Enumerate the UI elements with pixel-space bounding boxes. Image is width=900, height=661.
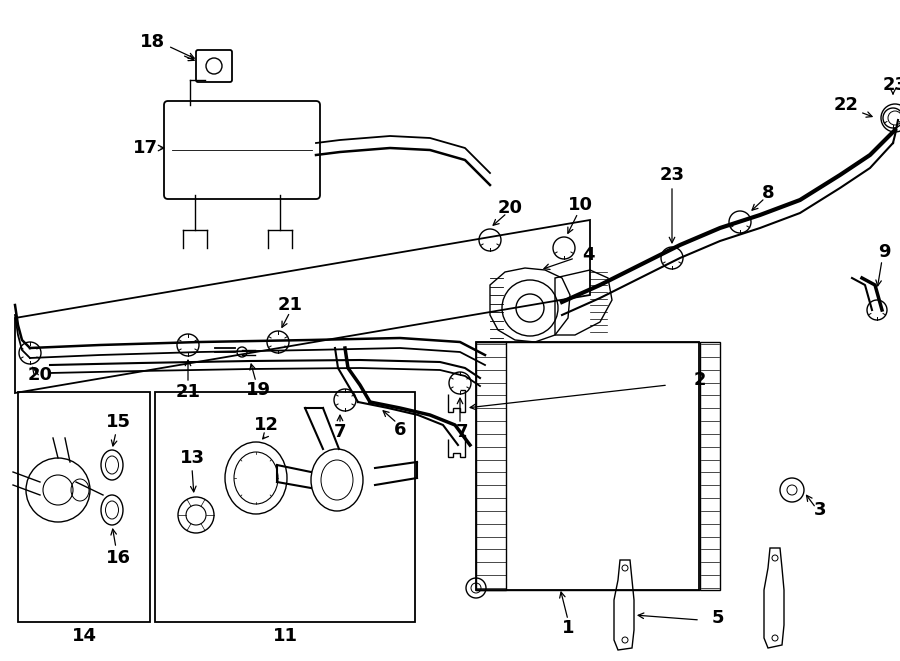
Text: 23: 23 (883, 76, 900, 94)
Text: 14: 14 (71, 627, 96, 645)
Text: 11: 11 (273, 627, 298, 645)
Text: 9: 9 (878, 243, 890, 261)
Text: 7: 7 (455, 423, 468, 441)
Text: 18: 18 (140, 33, 165, 51)
Bar (18, 392, 150, 622)
Bar (155, 392, 415, 622)
Text: 6: 6 (394, 421, 406, 439)
Text: 21: 21 (277, 296, 302, 314)
Text: 21: 21 (176, 383, 201, 401)
Text: 22: 22 (833, 96, 859, 114)
Text: 1: 1 (562, 619, 574, 637)
Text: 4: 4 (581, 246, 594, 264)
Text: 20: 20 (498, 199, 523, 217)
Text: 12: 12 (254, 416, 278, 434)
Text: 13: 13 (179, 449, 204, 467)
Bar (476, 342, 506, 590)
Text: 23: 23 (660, 166, 685, 184)
Text: 8: 8 (761, 184, 774, 202)
Text: 16: 16 (105, 549, 130, 567)
Text: 10: 10 (568, 196, 592, 214)
Text: 2: 2 (694, 371, 706, 389)
Text: 5: 5 (712, 609, 724, 627)
Text: 15: 15 (105, 413, 130, 431)
Bar (476, 342, 699, 590)
Text: 3: 3 (814, 501, 826, 519)
Bar (700, 342, 720, 590)
Text: 19: 19 (246, 381, 271, 399)
Text: 7: 7 (334, 423, 346, 441)
Text: 17: 17 (132, 139, 157, 157)
Text: 20: 20 (28, 366, 52, 384)
